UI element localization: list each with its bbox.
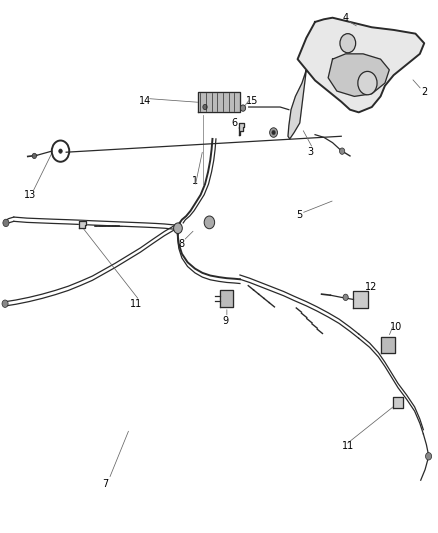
Circle shape: [3, 219, 9, 227]
Text: 11: 11: [342, 441, 354, 451]
Circle shape: [204, 216, 215, 229]
Text: 5: 5: [297, 211, 303, 221]
Text: 14: 14: [139, 95, 151, 106]
Circle shape: [173, 223, 182, 233]
Text: 12: 12: [365, 282, 377, 292]
Text: 1: 1: [192, 176, 198, 187]
Circle shape: [2, 300, 8, 308]
Polygon shape: [79, 221, 86, 228]
Circle shape: [32, 154, 36, 159]
Circle shape: [426, 453, 431, 460]
Text: 8: 8: [179, 239, 185, 249]
Circle shape: [358, 71, 377, 95]
Polygon shape: [381, 337, 396, 353]
Text: 7: 7: [102, 480, 109, 489]
Circle shape: [240, 105, 246, 111]
Circle shape: [340, 34, 356, 53]
Text: 10: 10: [390, 321, 402, 332]
Circle shape: [59, 149, 62, 154]
Polygon shape: [220, 290, 233, 307]
Circle shape: [272, 131, 276, 135]
Text: 13: 13: [24, 190, 36, 200]
Circle shape: [203, 104, 207, 110]
Circle shape: [343, 294, 348, 301]
Circle shape: [339, 148, 345, 155]
Text: 11: 11: [130, 298, 142, 309]
Polygon shape: [198, 92, 240, 112]
Polygon shape: [328, 54, 389, 96]
Text: 9: 9: [223, 316, 229, 326]
Polygon shape: [239, 123, 244, 135]
Text: 2: 2: [421, 87, 427, 97]
Polygon shape: [297, 18, 424, 112]
Polygon shape: [288, 70, 306, 139]
Circle shape: [270, 128, 278, 138]
Text: 15: 15: [246, 95, 258, 106]
Polygon shape: [353, 291, 368, 308]
Text: 3: 3: [307, 147, 314, 157]
Text: 4: 4: [343, 13, 349, 23]
Text: 6: 6: [231, 118, 237, 128]
Polygon shape: [393, 397, 403, 408]
